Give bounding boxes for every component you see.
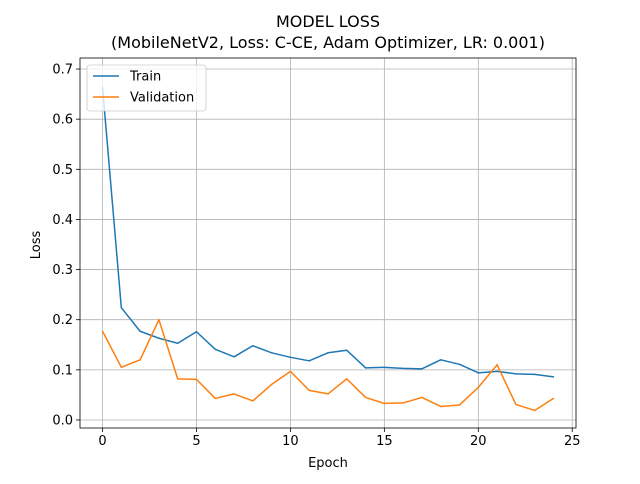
- data-point-train: [515, 373, 517, 375]
- data-point-validation: [402, 402, 404, 404]
- data-point-validation: [364, 396, 367, 399]
- y-tick-label: 0.3: [52, 263, 73, 278]
- data-point-validation: [214, 397, 217, 400]
- y-tick-label: 0.1: [52, 363, 73, 378]
- x-tick-label: 10: [282, 434, 299, 449]
- data-point-validation: [270, 383, 273, 386]
- y-tick-label: 0.0: [52, 413, 73, 428]
- y-tick-label: 0.5: [52, 163, 73, 178]
- data-point-validation: [195, 378, 198, 381]
- data-point-validation: [477, 386, 480, 389]
- data-point-train: [308, 360, 310, 362]
- data-point-validation: [383, 402, 386, 405]
- data-point-train: [195, 330, 198, 333]
- chart-title: MODEL LOSS: [276, 12, 380, 31]
- x-tick-label: 25: [564, 434, 581, 449]
- data-point-train: [496, 370, 498, 373]
- y-tick-label: 0.2: [52, 313, 73, 328]
- data-point-train: [139, 330, 141, 332]
- data-point-train: [458, 363, 461, 366]
- x-tick-label: 5: [192, 434, 200, 449]
- data-point-validation: [176, 378, 179, 380]
- x-tick-label: 15: [376, 434, 393, 449]
- legend-label-validation: Validation: [130, 91, 194, 106]
- data-point-validation: [458, 404, 461, 406]
- data-point-validation: [552, 397, 555, 400]
- axes: 0 5 10 15 20 25 0.0 0.1 0.2 0.3 0.4 0.5 0.6 0.7: [52, 57, 581, 449]
- data-point-train: [421, 368, 423, 370]
- data-point-train: [158, 337, 160, 340]
- data-point-validation: [158, 318, 160, 321]
- data-point-train: [383, 366, 386, 369]
- data-point-train: [176, 342, 179, 345]
- series-lines: [101, 86, 555, 412]
- data-point-train: [289, 356, 292, 359]
- data-point-train: [214, 348, 217, 351]
- data-point-validation: [139, 359, 141, 361]
- data-point-validation: [101, 330, 104, 332]
- data-point-train: [552, 376, 555, 378]
- data-point-train: [252, 345, 254, 347]
- data-point-validation: [533, 409, 536, 412]
- y-axis-label: Loss: [29, 231, 44, 260]
- plot-frame: [79, 57, 577, 429]
- legend-label-train: Train: [129, 70, 161, 85]
- data-point-train: [270, 352, 273, 354]
- data-point-train: [439, 359, 442, 361]
- y-tick-label: 0.4: [52, 213, 73, 228]
- data-point-train: [327, 352, 329, 354]
- data-point-validation: [308, 389, 310, 392]
- data-point-train: [533, 373, 536, 376]
- data-point-validation: [496, 364, 498, 366]
- data-point-validation: [515, 403, 517, 406]
- x-tick-label: 20: [470, 434, 487, 449]
- data-point-validation: [346, 378, 348, 380]
- data-point-validation: [120, 366, 123, 369]
- x-tick-label: 0: [98, 434, 106, 449]
- data-point-validation: [233, 393, 235, 395]
- data-point-train: [233, 356, 235, 358]
- data-point-train: [402, 367, 404, 370]
- data-point-train: [346, 349, 348, 352]
- data-point-validation: [289, 370, 292, 373]
- data-point-validation: [252, 400, 254, 402]
- data-point-validation: [439, 405, 442, 408]
- y-tick-label: 0.6: [52, 113, 73, 128]
- grid: [80, 58, 576, 428]
- data-point-validation: [421, 396, 423, 399]
- data-point-validation: [327, 393, 329, 395]
- y-tick-label: 0.7: [52, 63, 73, 78]
- x-axis-label: Epoch: [308, 456, 348, 471]
- data-point-train: [477, 372, 480, 374]
- legend: Train Validation: [86, 64, 207, 112]
- data-point-train: [120, 306, 123, 309]
- data-point-train: [364, 367, 367, 369]
- chart-subtitle: (MobileNetV2, Loss: C-CE, Adam Optimizer…: [111, 33, 545, 52]
